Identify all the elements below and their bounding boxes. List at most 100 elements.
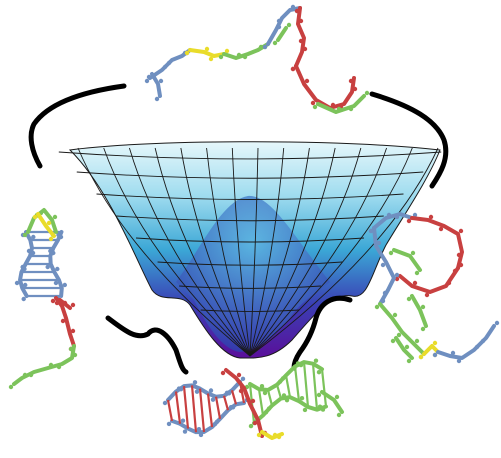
nucleotide-bead — [452, 268, 458, 274]
nucleotide-bead — [313, 358, 319, 363]
nucleotide-bead — [162, 64, 168, 70]
nucleotide-bead — [330, 102, 336, 108]
nucleotide-bead — [317, 404, 323, 409]
arc-bottom-right — [291, 295, 353, 371]
backbone-segment — [294, 6, 306, 68]
nucleotide-bead — [60, 318, 66, 324]
nucleotide-bead — [22, 372, 28, 378]
grid-ring — [200, 309, 300, 313]
base-pair — [311, 363, 319, 410]
nucleotide-bead — [54, 300, 60, 306]
grid-radial — [249, 147, 362, 357]
backbone-segment — [294, 64, 356, 110]
nucleotide-bead — [259, 383, 265, 389]
grid-ring — [179, 285, 321, 289]
nucleotide-bead — [166, 60, 172, 66]
nucleotide-bead — [240, 376, 246, 382]
backbone-segment — [224, 368, 264, 438]
nucleotide-bead — [14, 280, 20, 286]
backbone-segment — [410, 216, 464, 270]
nucleotide-bead — [404, 344, 410, 350]
nucleotide-bead — [406, 296, 412, 302]
nucleotide-bead — [272, 40, 278, 46]
base-pair — [293, 366, 301, 402]
nucleotide-bead — [424, 292, 430, 298]
nucleotide-bead — [276, 18, 282, 24]
structure-left — [8, 208, 78, 390]
nucleotide-bead — [70, 328, 76, 334]
nucleotide-bead — [21, 296, 26, 302]
nucleotide-bead — [374, 304, 380, 310]
backbone-segment — [372, 212, 414, 230]
nucleotide-bead — [70, 302, 76, 308]
nucleotide-bead — [162, 400, 168, 406]
nucleotide-bead — [238, 388, 244, 394]
nucleotide-bead — [386, 212, 392, 218]
backbone-segment — [436, 324, 496, 360]
nucleotide-bead — [236, 372, 242, 378]
base-pair — [275, 384, 283, 399]
base-pair — [230, 390, 238, 405]
nucleotide-bead — [178, 386, 184, 392]
nucleotide-bead — [290, 66, 296, 72]
backbone-segment — [320, 390, 344, 414]
nucleotide-bead — [154, 96, 160, 102]
backbone-segment — [48, 230, 64, 298]
nucleotide-bead — [290, 4, 296, 10]
nucleotide-bead — [263, 410, 269, 415]
connector-arcs — [28, 83, 449, 375]
nucleotide-bead — [144, 78, 150, 84]
nucleotide-bead — [50, 298, 56, 304]
nucleotide-bead — [418, 354, 424, 360]
nucleotide-bead — [230, 405, 236, 410]
nucleotide-bead — [146, 74, 152, 80]
base-pair — [206, 393, 214, 428]
nucleotide-bead — [52, 214, 58, 220]
nucleotide-bead — [410, 250, 416, 256]
nucleotide-bead — [277, 379, 283, 384]
nucleotide-bead — [380, 298, 386, 304]
nucleotide-bead — [276, 434, 282, 440]
nucleotide-bead — [48, 236, 54, 242]
nucleotide-bead — [214, 419, 220, 425]
nucleotide-bead — [298, 362, 304, 368]
backbone-segment — [398, 266, 460, 294]
nucleotide-bead — [280, 376, 286, 381]
nucleotide-bead — [51, 250, 56, 256]
nucleotide-bead — [166, 421, 172, 427]
nucleotide-bead — [266, 406, 272, 411]
nucleotide-bead — [250, 398, 256, 404]
nucleotide-bead — [184, 50, 190, 56]
base-pair — [174, 391, 182, 424]
nucleotide-bead — [368, 228, 374, 234]
nucleotide-bead — [236, 52, 242, 58]
nucleotide-bead — [248, 423, 254, 429]
nucleotide-bead — [192, 380, 198, 385]
nucleotide-bead — [376, 240, 382, 246]
backbone-segment — [422, 344, 440, 356]
grid-radial — [128, 147, 251, 357]
base-pair — [320, 369, 328, 407]
nucleotide-bead — [22, 232, 28, 238]
nucleotide-bead — [298, 38, 304, 44]
grid-radial — [249, 147, 285, 357]
nucleotide-bead — [414, 338, 420, 344]
nucleotide-bead — [46, 220, 52, 226]
grid-radial — [180, 147, 251, 357]
nucleotide-bead — [304, 78, 310, 84]
nucleotide-bead — [494, 320, 500, 326]
nucleotide-bead — [316, 392, 322, 398]
nucleotide-bead — [252, 420, 258, 426]
base-pair — [284, 375, 292, 398]
nucleotide-bead — [312, 104, 318, 110]
nucleotide-bead — [62, 282, 68, 288]
nucleotide-bead — [298, 18, 304, 24]
nucleotide-bead — [388, 250, 394, 256]
energy-funnel — [58, 141, 442, 359]
nucleotide-bead — [406, 358, 412, 364]
backbone-segment — [394, 336, 414, 360]
nucleotide-bead — [414, 270, 420, 276]
nucleotide-bead — [352, 86, 358, 92]
